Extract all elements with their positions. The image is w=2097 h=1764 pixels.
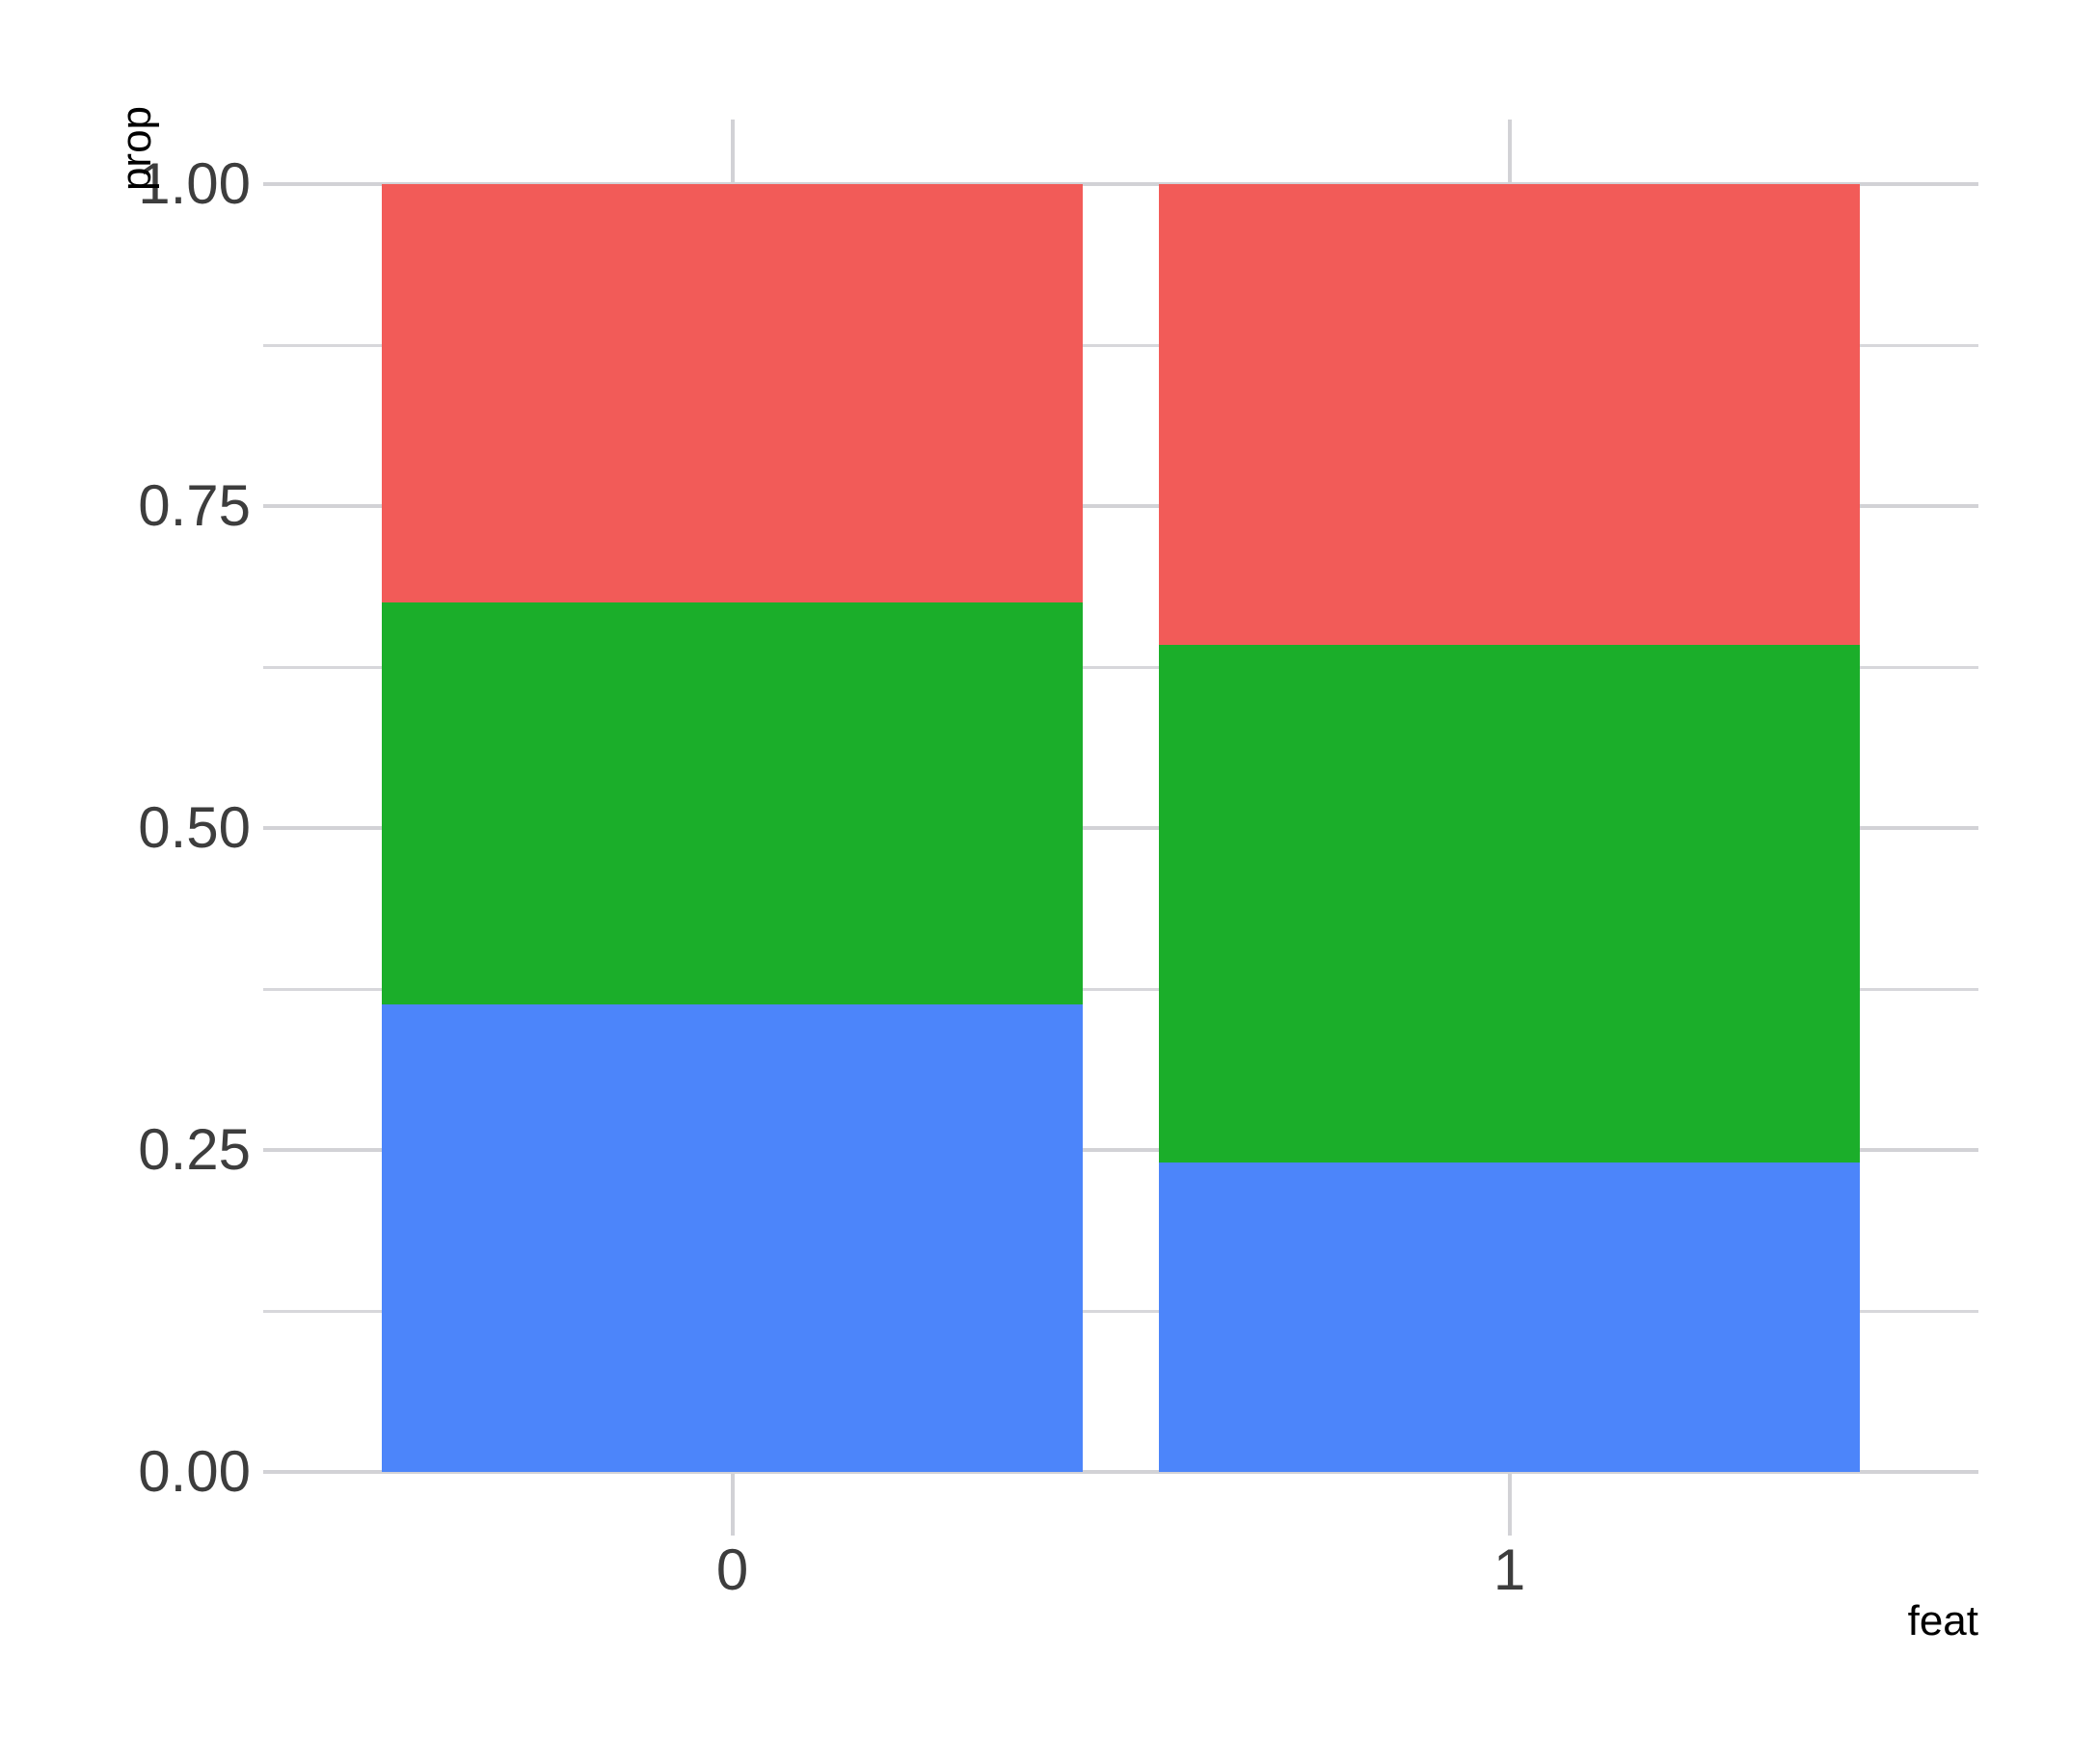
gridline-major bbox=[263, 826, 1978, 830]
y-tick-label: 1.00 bbox=[138, 151, 251, 216]
gridline-minor bbox=[263, 665, 1978, 669]
bar-1-segment-red bbox=[1159, 184, 1860, 646]
bar-0-segment-blue bbox=[382, 1004, 1083, 1472]
gridline-major bbox=[263, 1148, 1978, 1152]
bar-0-segment-green bbox=[382, 602, 1083, 1005]
y-tick-label: 0.75 bbox=[138, 473, 251, 538]
x-tick-label: 1 bbox=[1492, 1537, 1526, 1602]
bar-0-segment-red bbox=[382, 184, 1083, 603]
gridline-major bbox=[263, 182, 1978, 186]
y-axis-title: prop bbox=[113, 105, 160, 192]
gridline-minor bbox=[263, 987, 1978, 991]
gridline-major bbox=[263, 504, 1978, 508]
gridline-minor bbox=[263, 1309, 1978, 1313]
bar-1-segment-blue bbox=[1159, 1163, 1860, 1472]
gridline-major bbox=[263, 1470, 1978, 1474]
gridline-minor bbox=[263, 343, 1978, 347]
y-tick-label: 0.50 bbox=[138, 795, 251, 860]
bar-1-segment-green bbox=[1159, 645, 1860, 1163]
x-axis-title: feat bbox=[1907, 1597, 1978, 1644]
y-tick-label: 0.25 bbox=[138, 1117, 251, 1182]
x-tick-label: 0 bbox=[715, 1537, 749, 1602]
y-tick-label: 0.00 bbox=[138, 1439, 251, 1504]
